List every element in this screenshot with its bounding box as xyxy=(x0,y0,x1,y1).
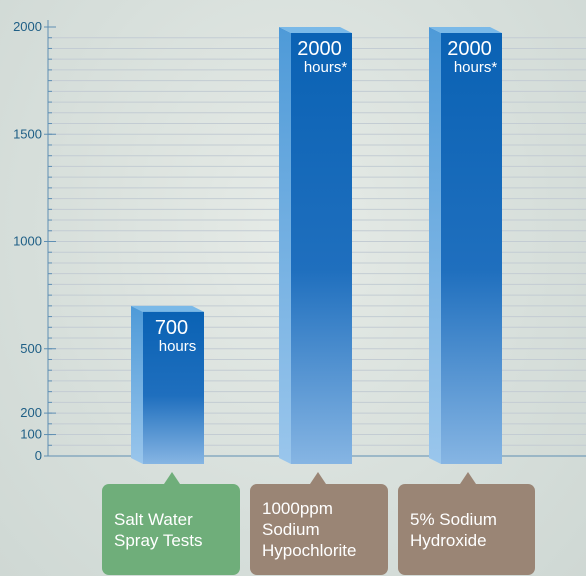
category-label-box: 1000ppm Sodium Hypochlorite xyxy=(250,472,388,575)
bar-side xyxy=(131,305,143,464)
y-tick-label: 100 xyxy=(20,427,42,442)
category-label: 5% Sodium Hydroxide xyxy=(410,509,497,550)
bar-top xyxy=(279,27,352,33)
y-tick-label: 0 xyxy=(35,448,42,463)
bar xyxy=(143,311,204,464)
category-pointer xyxy=(164,472,180,484)
bar-unit-label: hours* xyxy=(454,59,498,76)
bar xyxy=(441,33,502,464)
bar-value-label: 700 xyxy=(155,317,188,339)
bar-side xyxy=(429,27,441,464)
bar xyxy=(291,33,352,464)
y-tick-label: 2000 xyxy=(13,19,42,34)
bar-unit-label: hours xyxy=(159,338,197,355)
category-label-box: Salt Water Spray Tests xyxy=(102,472,240,575)
y-tick-label: 500 xyxy=(20,341,42,356)
y-tick-label: 200 xyxy=(20,405,42,420)
category-label: Salt Water Spray Tests xyxy=(114,509,203,550)
category-pointer xyxy=(310,472,326,484)
bar-side xyxy=(279,27,291,464)
category-label: 1000ppm Sodium Hypochlorite xyxy=(262,499,357,560)
category-label-box: 5% Sodium Hydroxide xyxy=(398,472,535,575)
y-tick-label: 1500 xyxy=(13,126,42,141)
bar-unit-label: hours* xyxy=(304,59,348,76)
bar-top xyxy=(131,305,204,312)
category-pointer xyxy=(460,472,476,484)
bar-value-label: 2000 xyxy=(297,38,342,60)
y-tick-label: 1000 xyxy=(13,234,42,249)
bar-value-label: 2000 xyxy=(447,38,492,60)
bar-top xyxy=(429,27,502,33)
